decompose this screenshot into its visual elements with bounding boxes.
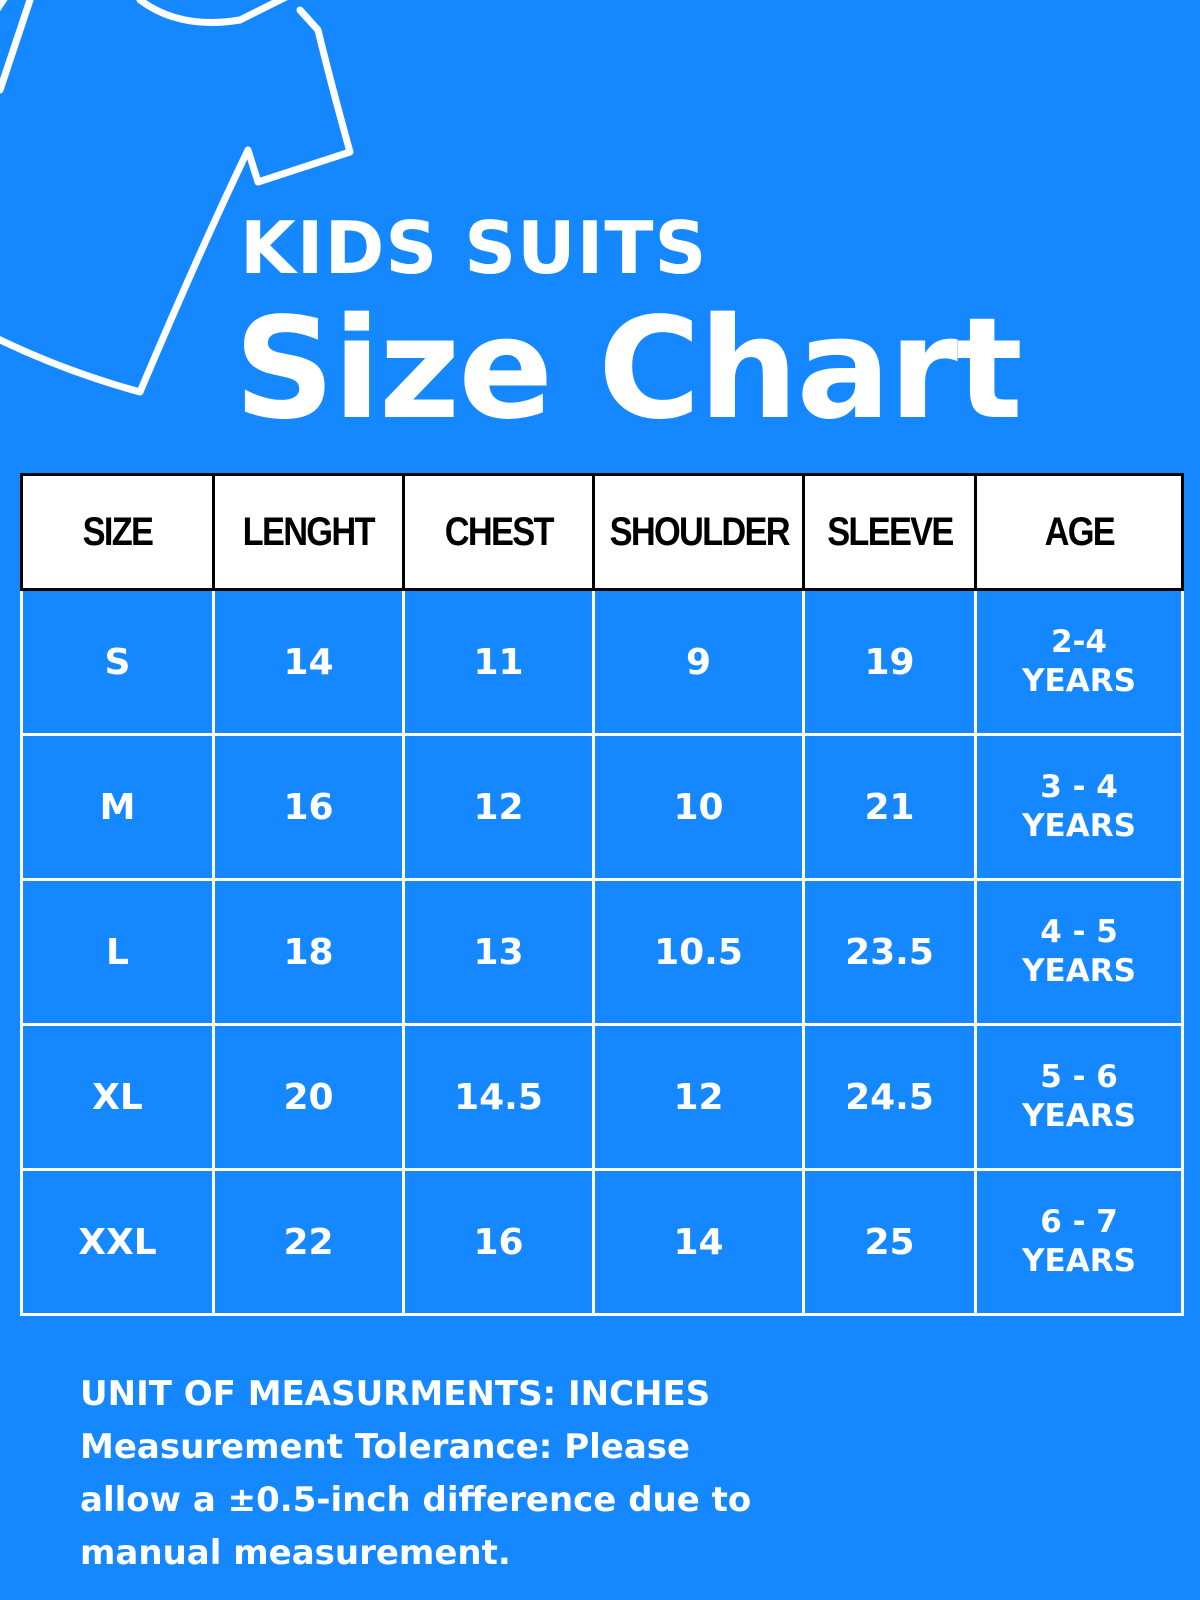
cell-length: 18 — [212, 878, 405, 1026]
t-shirt-outline-icon — [0, 0, 354, 396]
cell-length: 22 — [212, 1168, 405, 1316]
size-chart-table: SIZE LENGHT CHEST SHOULDER SLEEVE AGE S … — [20, 473, 1184, 1316]
age-range: 3 - 4 — [1040, 769, 1118, 806]
cell-length: 14 — [212, 588, 405, 736]
cell-size: XXL — [20, 1168, 215, 1316]
age-unit: YEARS — [1022, 808, 1136, 844]
column-header-sleeve: SLEEVE — [802, 473, 977, 591]
cell-size: L — [20, 878, 215, 1026]
table-header-row: SIZE LENGHT CHEST SHOULDER SLEEVE AGE — [20, 473, 1184, 591]
cell-chest: 12 — [402, 733, 595, 881]
cell-sleeve: 21 — [802, 733, 977, 881]
table-row: S 14 11 9 19 2-4 YEARS — [20, 588, 1184, 736]
column-header-age: AGE — [974, 473, 1184, 591]
cell-chest: 16 — [402, 1168, 595, 1316]
column-header-shoulder: SHOULDER — [592, 473, 805, 591]
column-header-size: SIZE — [20, 473, 215, 591]
table-row: XXL 22 16 14 25 6 - 7 YEARS — [20, 1168, 1184, 1316]
cell-length: 16 — [212, 733, 405, 881]
cell-shoulder: 10.5 — [592, 878, 805, 1026]
age-unit: YEARS — [1022, 663, 1136, 699]
cell-age: 4 - 5 YEARS — [974, 878, 1184, 1026]
column-header-length: LENGHT — [212, 473, 405, 591]
cell-size: M — [20, 733, 215, 881]
age-range: 6 - 7 — [1040, 1204, 1118, 1241]
cell-age: 3 - 4 YEARS — [974, 733, 1184, 881]
cell-shoulder: 14 — [592, 1168, 805, 1316]
cell-sleeve: 19 — [802, 588, 977, 736]
measurement-notes: UNIT OF MEASURMENTS: INCHES Measurement … — [80, 1368, 780, 1580]
cell-size: XL — [20, 1023, 215, 1171]
cell-shoulder: 12 — [592, 1023, 805, 1171]
cell-age: 6 - 7 YEARS — [974, 1168, 1184, 1316]
unit-note: UNIT OF MEASURMENTS: INCHES — [80, 1374, 711, 1414]
cell-age: 5 - 6 YEARS — [974, 1023, 1184, 1171]
cell-shoulder: 9 — [592, 588, 805, 736]
cell-sleeve: 23.5 — [802, 878, 977, 1026]
page-title: Size Chart — [234, 288, 1023, 451]
cell-sleeve: 25 — [802, 1168, 977, 1316]
cell-age: 2-4 YEARS — [974, 588, 1184, 736]
cell-chest: 14.5 — [402, 1023, 595, 1171]
column-header-chest: CHEST — [402, 473, 595, 591]
age-range: 5 - 6 — [1040, 1059, 1118, 1096]
tolerance-note: Measurement Tolerance: Please allow a ±0… — [80, 1427, 752, 1573]
cell-size: S — [20, 588, 215, 736]
age-range: 4 - 5 — [1040, 914, 1118, 951]
age-range: 2-4 — [1050, 624, 1107, 661]
table-row: XL 20 14.5 12 24.5 5 - 6 YEARS — [20, 1023, 1184, 1171]
cell-shoulder: 10 — [592, 733, 805, 881]
cell-length: 20 — [212, 1023, 405, 1171]
age-unit: YEARS — [1022, 1243, 1136, 1279]
cell-chest: 13 — [402, 878, 595, 1026]
page-eyebrow: KIDS SUITS — [240, 206, 708, 290]
age-unit: YEARS — [1022, 953, 1136, 989]
table-row: L 18 13 10.5 23.5 4 - 5 YEARS — [20, 878, 1184, 1026]
age-unit: YEARS — [1022, 1098, 1136, 1134]
table-row: M 16 12 10 21 3 - 4 YEARS — [20, 733, 1184, 881]
cell-chest: 11 — [402, 588, 595, 736]
cell-sleeve: 24.5 — [802, 1023, 977, 1171]
